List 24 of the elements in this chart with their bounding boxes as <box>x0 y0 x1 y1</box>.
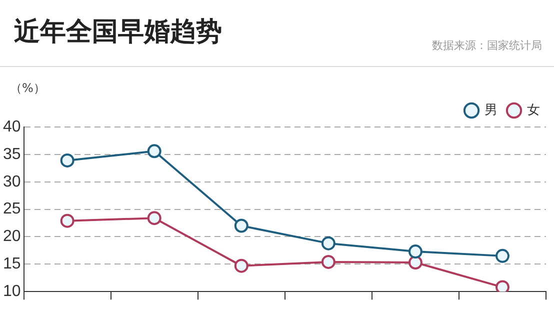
y-tick-label: 25 <box>3 200 21 218</box>
y-tick-label: 30 <box>3 173 21 190</box>
y-axis-title: （%） <box>10 80 46 97</box>
legend-label: 女 <box>527 102 540 118</box>
point <box>147 144 162 158</box>
point <box>495 248 510 263</box>
point <box>495 280 510 292</box>
y-tick-label: 15 <box>3 256 21 273</box>
y-tick-label: 10 <box>3 283 21 300</box>
point <box>234 218 248 233</box>
source-note: 数据来源：国家统计局 <box>432 38 542 53</box>
y-tick-label: 40 <box>3 118 21 136</box>
point <box>408 244 422 259</box>
y-tick-label: 35 <box>3 146 21 163</box>
point <box>234 258 248 273</box>
legend-label: 男 <box>484 102 498 118</box>
point <box>60 153 74 168</box>
chart-title: 近年全国早婚趋势 <box>14 16 222 49</box>
point <box>60 214 74 228</box>
point <box>147 211 162 226</box>
point <box>321 236 336 250</box>
y-tick-label: 20 <box>3 228 21 246</box>
point <box>321 254 336 269</box>
point <box>408 256 422 270</box>
